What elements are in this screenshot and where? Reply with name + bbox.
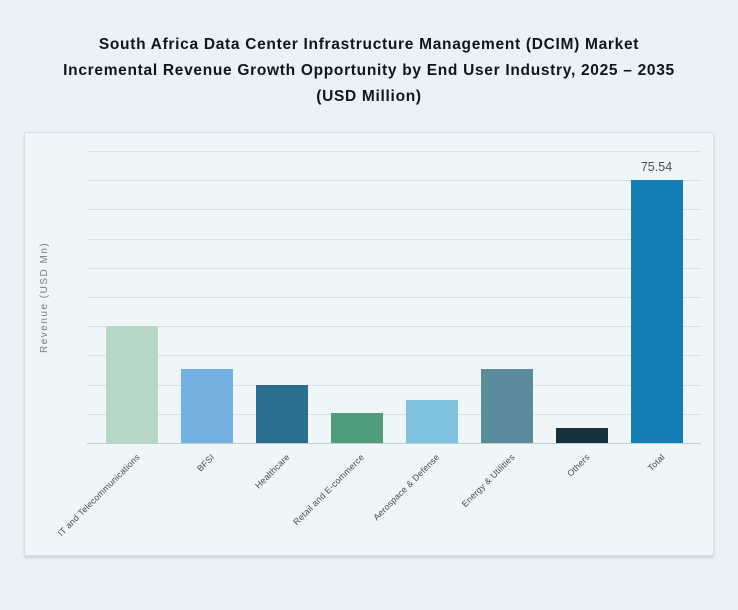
bar-retail-and-e-commerce — [330, 413, 383, 443]
y-axis-label: Revenue (USD Mn) — [39, 241, 50, 353]
gridline — [87, 209, 701, 211]
gridline — [87, 238, 701, 240]
bar-others — [555, 428, 608, 443]
x-tick-label-others: Others — [564, 452, 592, 479]
bar-bfsi — [180, 369, 233, 443]
gridline — [87, 297, 701, 298]
plot-area: IT and Telecommunications BFSI Healthcare R… — [55, 151, 701, 538]
x-tick-label-aerospace-defense: Aerospace & Defense — [371, 452, 442, 523]
x-tick-label-bfsi: BFSI — [195, 452, 217, 474]
gridline — [87, 413, 701, 415]
bar-total — [630, 180, 683, 443]
value-label-total: 75.54 — [640, 160, 673, 175]
chart-title-line-1: South Africa Data Center Infrastructure … — [98, 36, 640, 53]
bar-healthcare — [255, 384, 308, 443]
gridline — [87, 355, 701, 357]
gridline — [87, 151, 701, 152]
gridline — [87, 267, 701, 269]
x-axis-baseline — [87, 443, 701, 444]
x-tick-label-energy-utilities: Energy & Utilities — [459, 452, 517, 509]
x-tick-label-healthcare: Healthcare — [253, 452, 292, 491]
chart-title: South Africa Data Center Infrastructure … — [0, 32, 738, 110]
bar-aerospace-defense — [405, 399, 458, 443]
gridline — [87, 326, 701, 328]
gridline — [87, 180, 701, 182]
x-tick-label-retail-and-e-commerce: Retail and E-commerce — [291, 452, 367, 528]
x-tick-label-total: Total — [645, 452, 667, 473]
bar-energy-utilities — [480, 369, 533, 443]
chart-title-line-3: (USD Million) — [316, 88, 422, 105]
chart-panel: Revenue (USD Mn) IT and Telecommunicatio… — [24, 132, 714, 556]
chart-title-line-2: Incremental Revenue Growth Opportunity b… — [63, 62, 675, 79]
gridline — [87, 384, 701, 386]
x-tick-label-it-and-telecommunications: IT and Telecommunications — [55, 452, 142, 539]
bar-it-and-telecommunications — [105, 326, 158, 443]
